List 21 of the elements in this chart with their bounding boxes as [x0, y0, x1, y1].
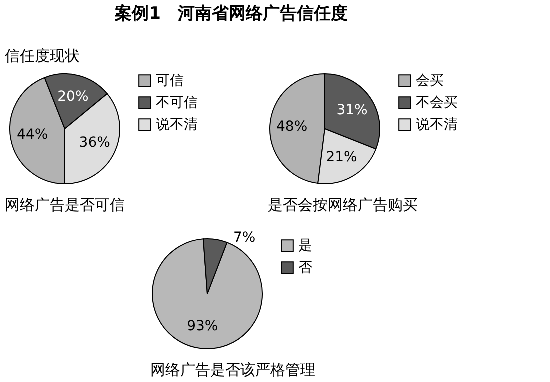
text: 网络广告是否可信 — [5, 196, 125, 214]
data-label: 93% — [187, 318, 218, 335]
legend-label: 不可信 — [156, 95, 198, 111]
legend-label: 会买 — [416, 73, 444, 89]
legend-label: 可信 — [156, 73, 184, 89]
legend-label: 说不清 — [156, 117, 198, 133]
data-label: 7% — [233, 230, 256, 246]
text: 网络广告是否该严格管理 — [150, 361, 316, 379]
legend-label: 否 — [298, 260, 312, 276]
data-label: 31% — [336, 102, 368, 118]
legend-label: 是 — [298, 238, 312, 254]
text: 是否会按网络广告购买 — [268, 196, 418, 214]
data-label: 21% — [326, 149, 358, 166]
legend-label: 说不清 — [416, 117, 458, 133]
data-label: 44% — [17, 127, 48, 144]
legend-label: 不会买 — [416, 95, 458, 111]
data-label: 36% — [79, 135, 110, 152]
chart-subtitle: 信任度现状 — [5, 47, 80, 65]
data-label: 20% — [58, 89, 89, 106]
text: 案例1 河南省网络广告信任度 — [114, 3, 348, 24]
data-label: 48% — [276, 118, 308, 135]
